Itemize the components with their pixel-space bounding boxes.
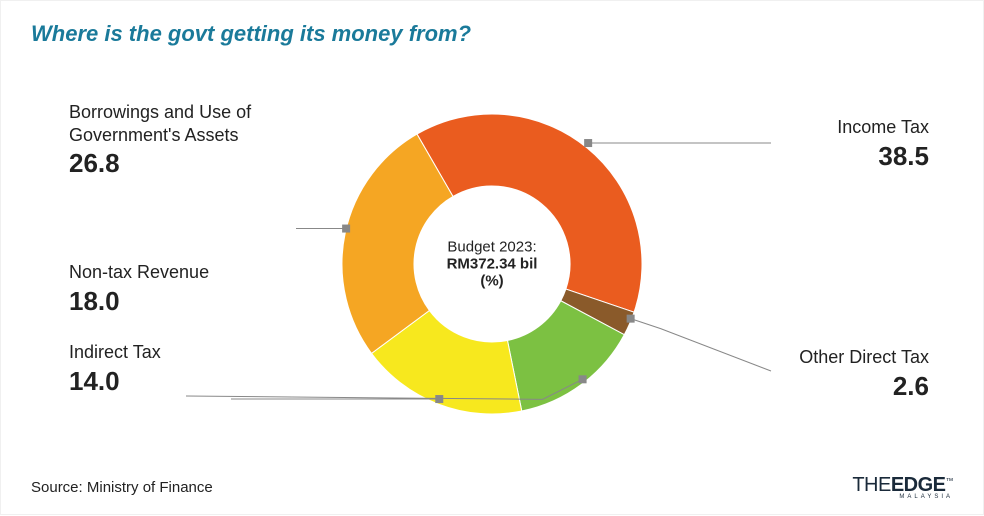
label-value: 14.0 [69, 366, 319, 397]
label-other-direct-tax: Other Direct Tax 2.6 [679, 346, 929, 402]
label-value: 2.6 [679, 371, 929, 402]
logo-tm: ™ [946, 476, 954, 485]
label-name: Borrowings and Use of Government's Asset… [69, 101, 339, 146]
center-line-2: RM372.34 bil [422, 255, 562, 272]
logo-prefix: THE [852, 474, 891, 496]
infographic-container: Where is the govt getting its money from… [0, 0, 984, 515]
source-attribution: Source: Ministry of Finance [31, 479, 213, 496]
label-name: Non-tax Revenue [69, 261, 319, 284]
label-nontax-revenue: Non-tax Revenue 18.0 [69, 261, 319, 317]
label-name: Other Direct Tax [679, 346, 929, 369]
label-income-tax: Income Tax 38.5 [679, 116, 929, 172]
label-name: Income Tax [679, 116, 929, 139]
label-value: 26.8 [69, 148, 339, 179]
label-borrowings: Borrowings and Use of Government's Asset… [69, 101, 339, 179]
label-name: Indirect Tax [69, 341, 319, 364]
label-indirect-tax: Indirect Tax 14.0 [69, 341, 319, 397]
center-line-3: (%) [422, 272, 562, 289]
chart-title: Where is the govt getting its money from… [31, 21, 953, 47]
chart-center-label: Budget 2023: RM372.34 bil (%) [422, 238, 562, 289]
logo-main: EDGE [891, 474, 946, 496]
publication-logo: THEEDGE™ MALAYSIA [852, 474, 953, 500]
label-value: 18.0 [69, 286, 319, 317]
donut-chart: Budget 2023: RM372.34 bil (%) [342, 114, 642, 414]
label-value: 38.5 [679, 141, 929, 172]
center-line-1: Budget 2023: [422, 238, 562, 255]
